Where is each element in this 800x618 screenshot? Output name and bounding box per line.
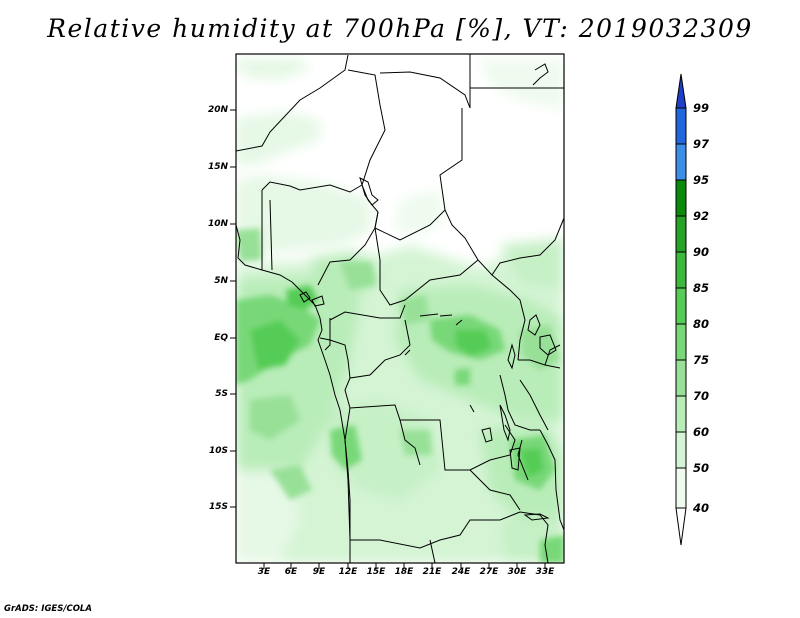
colorbar-label-50: 50 — [693, 461, 710, 475]
lon-label-9e: 9E — [312, 567, 326, 577]
colorbar-label-99: 99 — [693, 101, 710, 115]
lon-label-12e: 12E — [338, 567, 358, 577]
colorbar-label-92: 92 — [693, 209, 710, 223]
axis-ticks — [230, 109, 546, 569]
colorbar-bin-50-60 — [675, 431, 687, 469]
colorbar-bin-85-90 — [675, 251, 687, 289]
lat-label-5n: 5N — [214, 276, 228, 286]
map-title: Relative humidity at 700hPa [%], VT: 201… — [47, 14, 753, 43]
colorbar-label-40: 40 — [693, 501, 710, 515]
map-frame — [235, 53, 565, 564]
lon-label-33e: 33E — [535, 567, 555, 577]
colorbar-cap-top — [675, 73, 687, 109]
humidity-field — [236, 54, 564, 563]
colorbar-bin-70-75 — [675, 359, 687, 397]
colorbar-label-95: 95 — [693, 173, 710, 187]
colorbar-bin-90-92 — [675, 215, 687, 253]
lat-label-10s: 10S — [208, 446, 228, 456]
colorbar-label-70: 70 — [693, 389, 710, 403]
colorbar-label-90: 90 — [693, 245, 710, 259]
colorbar-bin-92-95 — [675, 179, 687, 217]
country-borders — [236, 54, 564, 563]
lat-label-10n: 10N — [207, 219, 228, 229]
colorbar-bin-60-70 — [675, 395, 687, 433]
lon-label-3e: 3E — [257, 567, 271, 577]
lon-label-30e: 30E — [507, 567, 527, 577]
colorbar-label-75: 75 — [693, 353, 710, 367]
lon-label-15e: 15E — [366, 567, 386, 577]
colorbar-label-85: 85 — [693, 281, 710, 295]
colorbar-bin-75-80 — [675, 323, 687, 361]
colorbar-label-60: 60 — [693, 425, 710, 439]
grads-credit: GrADS: IGES/COLA — [4, 604, 92, 614]
colorbar-bin-40-50 — [675, 467, 687, 509]
colorbar-label-80: 80 — [693, 317, 710, 331]
colorbar-label-97: 97 — [693, 137, 710, 151]
lon-label-6e: 6E — [284, 567, 298, 577]
colorbar-bin-80-85 — [675, 287, 687, 325]
lat-label-5s: 5S — [215, 389, 228, 399]
colorbar-bin-97-99 — [675, 107, 687, 145]
colorbar-bin-95-97 — [675, 143, 687, 181]
lon-label-18e: 18E — [394, 567, 414, 577]
lon-label-27e: 27E — [479, 567, 499, 577]
lon-label-21e: 21E — [422, 567, 442, 577]
lat-label-eq: EQ — [214, 333, 228, 343]
colorbar — [675, 73, 687, 546]
coastlines — [236, 63, 557, 540]
lat-label-15n: 15N — [207, 162, 228, 172]
lat-label-15s: 15S — [208, 502, 228, 512]
lon-label-24e: 24E — [451, 567, 471, 577]
lat-label-20n: 20N — [207, 105, 228, 115]
colorbar-cap-bottom — [675, 507, 687, 546]
